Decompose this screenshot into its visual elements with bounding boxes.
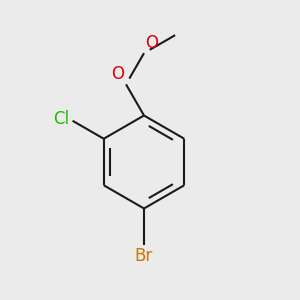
Text: Br: Br [135, 247, 153, 265]
Text: O: O [112, 65, 124, 83]
Text: O: O [146, 34, 158, 52]
Text: Cl: Cl [53, 110, 70, 128]
